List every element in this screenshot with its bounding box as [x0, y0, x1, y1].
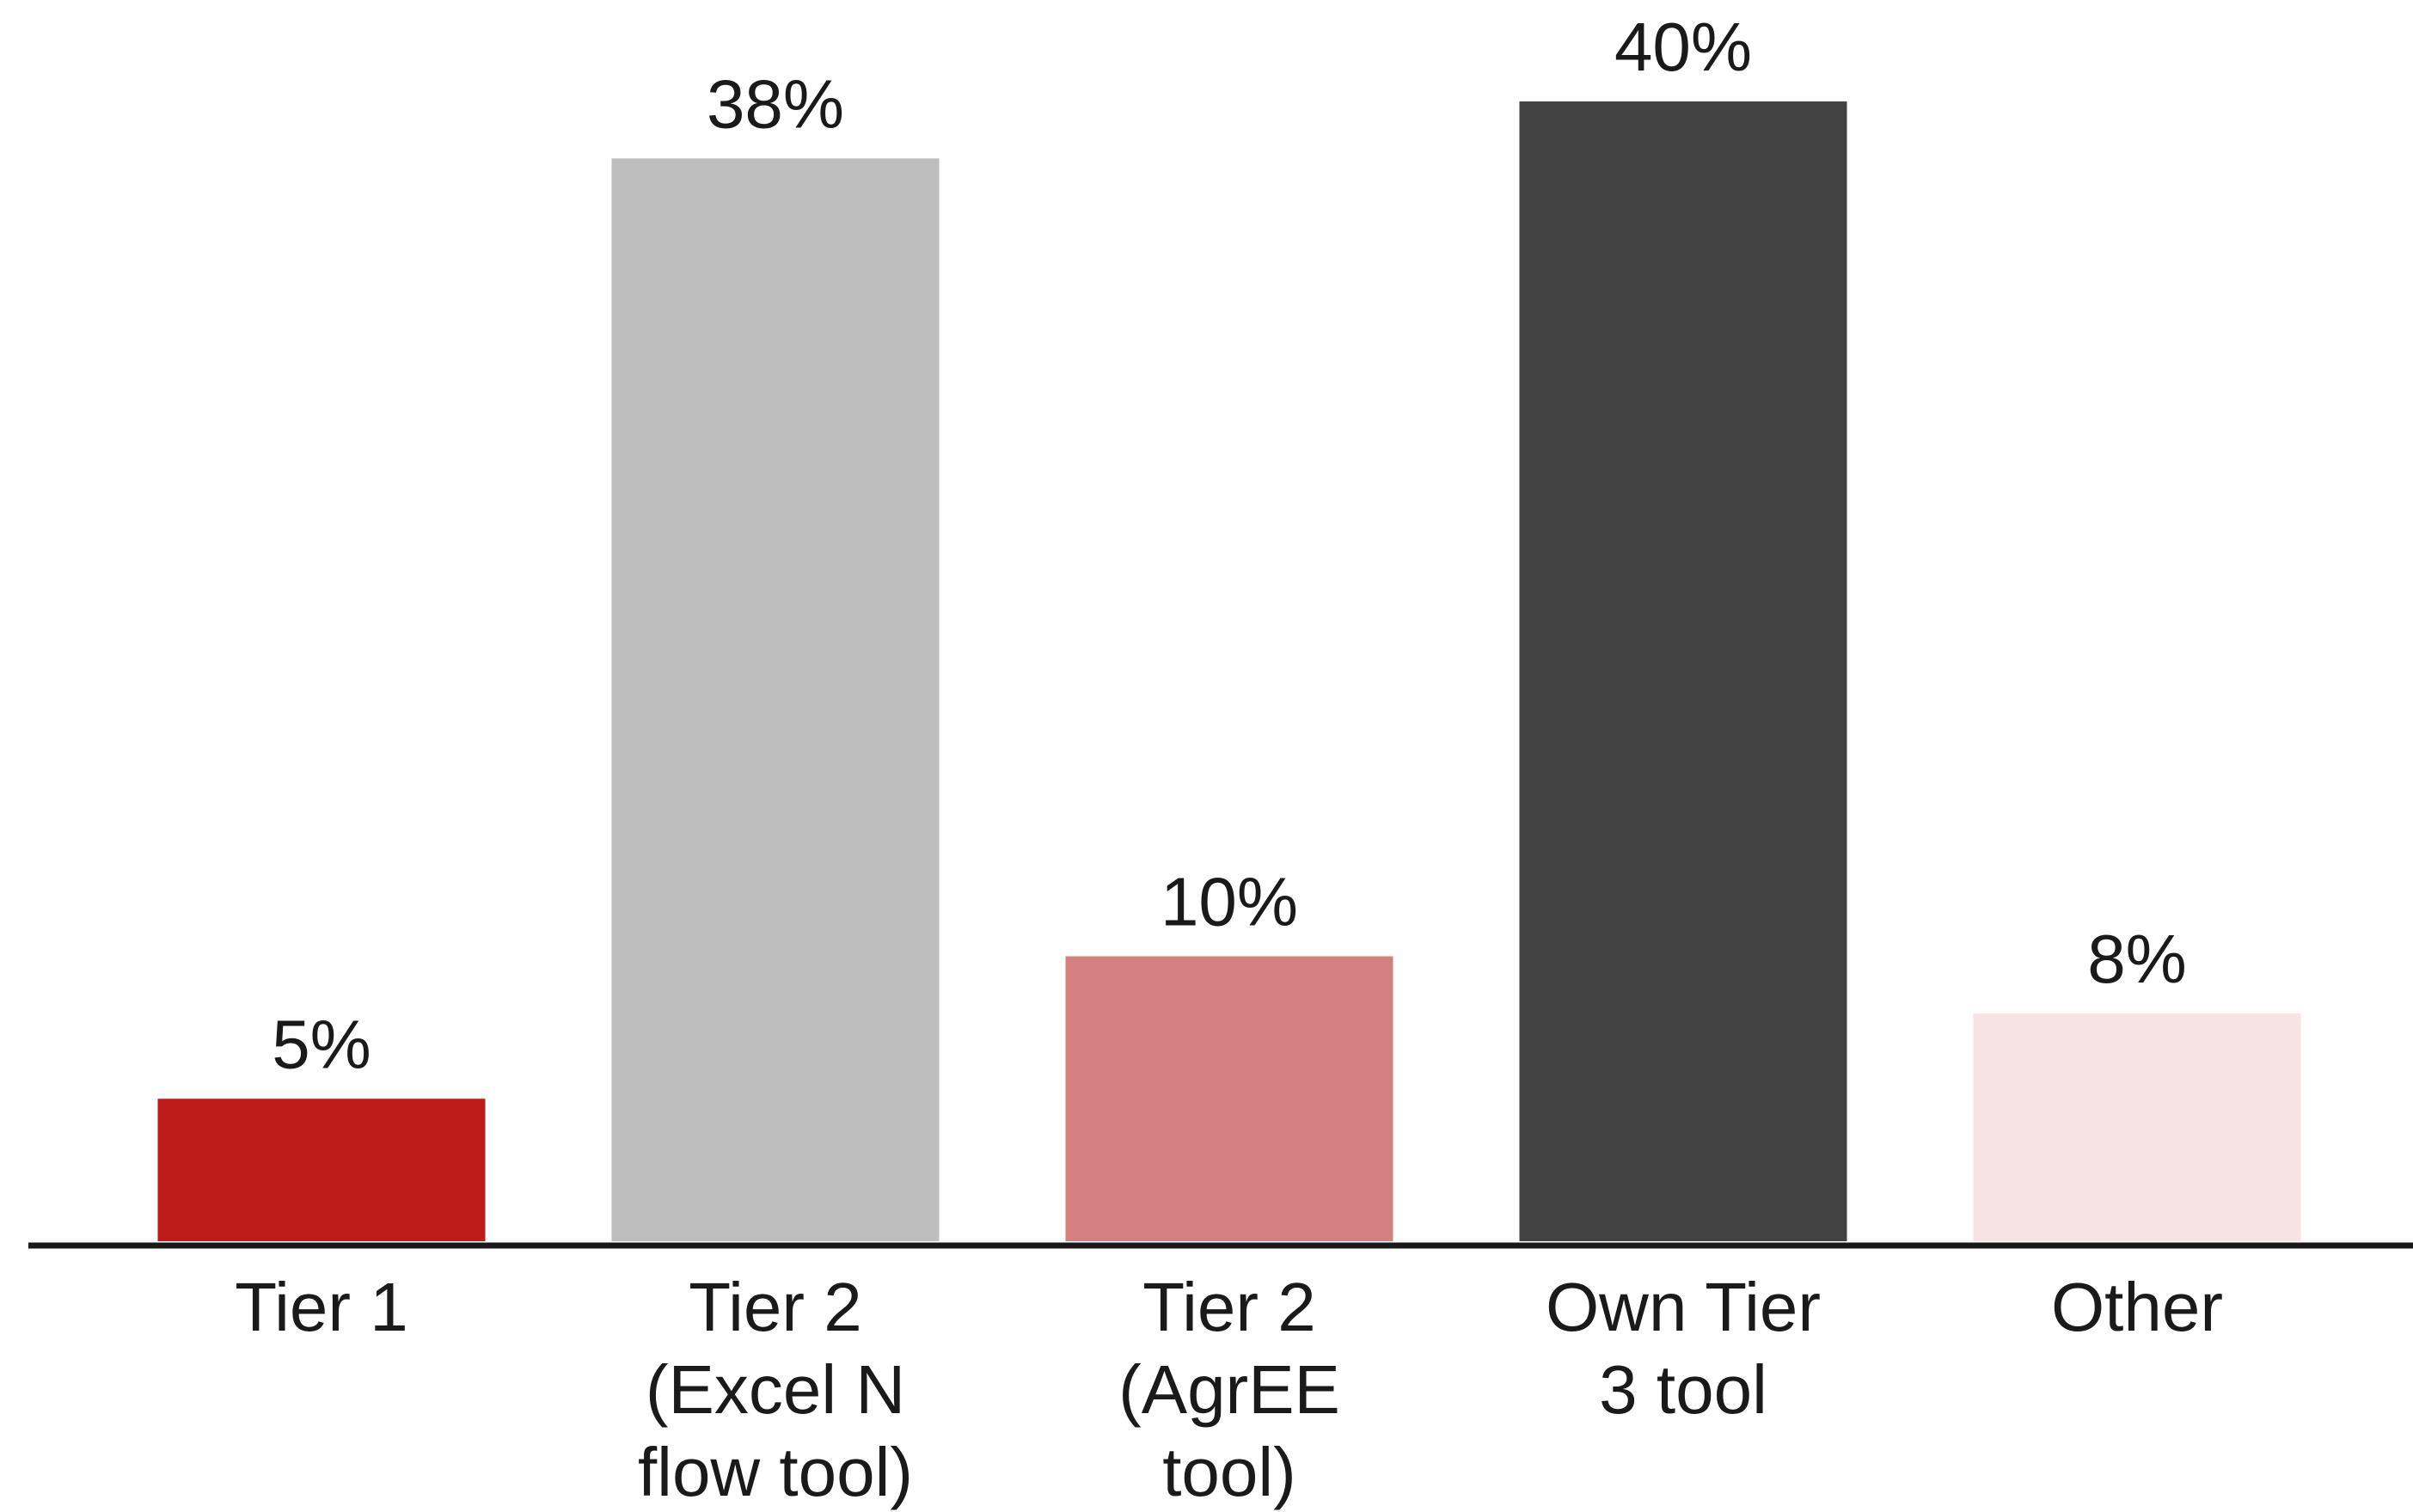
value-label-1: 38% [707, 65, 844, 142]
value-label-3: 40% [1614, 9, 1752, 85]
bar-2 [1065, 956, 1393, 1241]
category-label-1-line-1: (Excel N [646, 1351, 905, 1428]
category-label-3-line-1: 3 tool [1599, 1351, 1767, 1428]
category-label-2-line-2: tool) [1162, 1434, 1296, 1510]
bar-1 [611, 158, 940, 1241]
value-labels-layer: 5% 38% 10% 40% 8% [272, 9, 2187, 1082]
bar-4 [1973, 1013, 2301, 1241]
category-label-4-line-0: Other [2051, 1269, 2223, 1345]
bars-layer [157, 101, 2301, 1241]
category-label-0-line-0: Tier 1 [235, 1269, 408, 1345]
bar-3 [1519, 101, 1847, 1241]
category-label-1-line-2: flow tool) [638, 1434, 913, 1510]
category-label-2-line-0: Tier 2 [1142, 1269, 1316, 1345]
value-label-4: 8% [2087, 921, 2187, 997]
bar-0 [157, 1099, 486, 1241]
category-label-3-line-0: Own Tier [1546, 1269, 1821, 1345]
category-label-1-line-0: Tier 2 [689, 1269, 862, 1345]
value-label-0: 5% [272, 1006, 371, 1082]
category-label-2-line-1: (AgrEE [1118, 1351, 1340, 1428]
value-label-2: 10% [1161, 864, 1298, 940]
